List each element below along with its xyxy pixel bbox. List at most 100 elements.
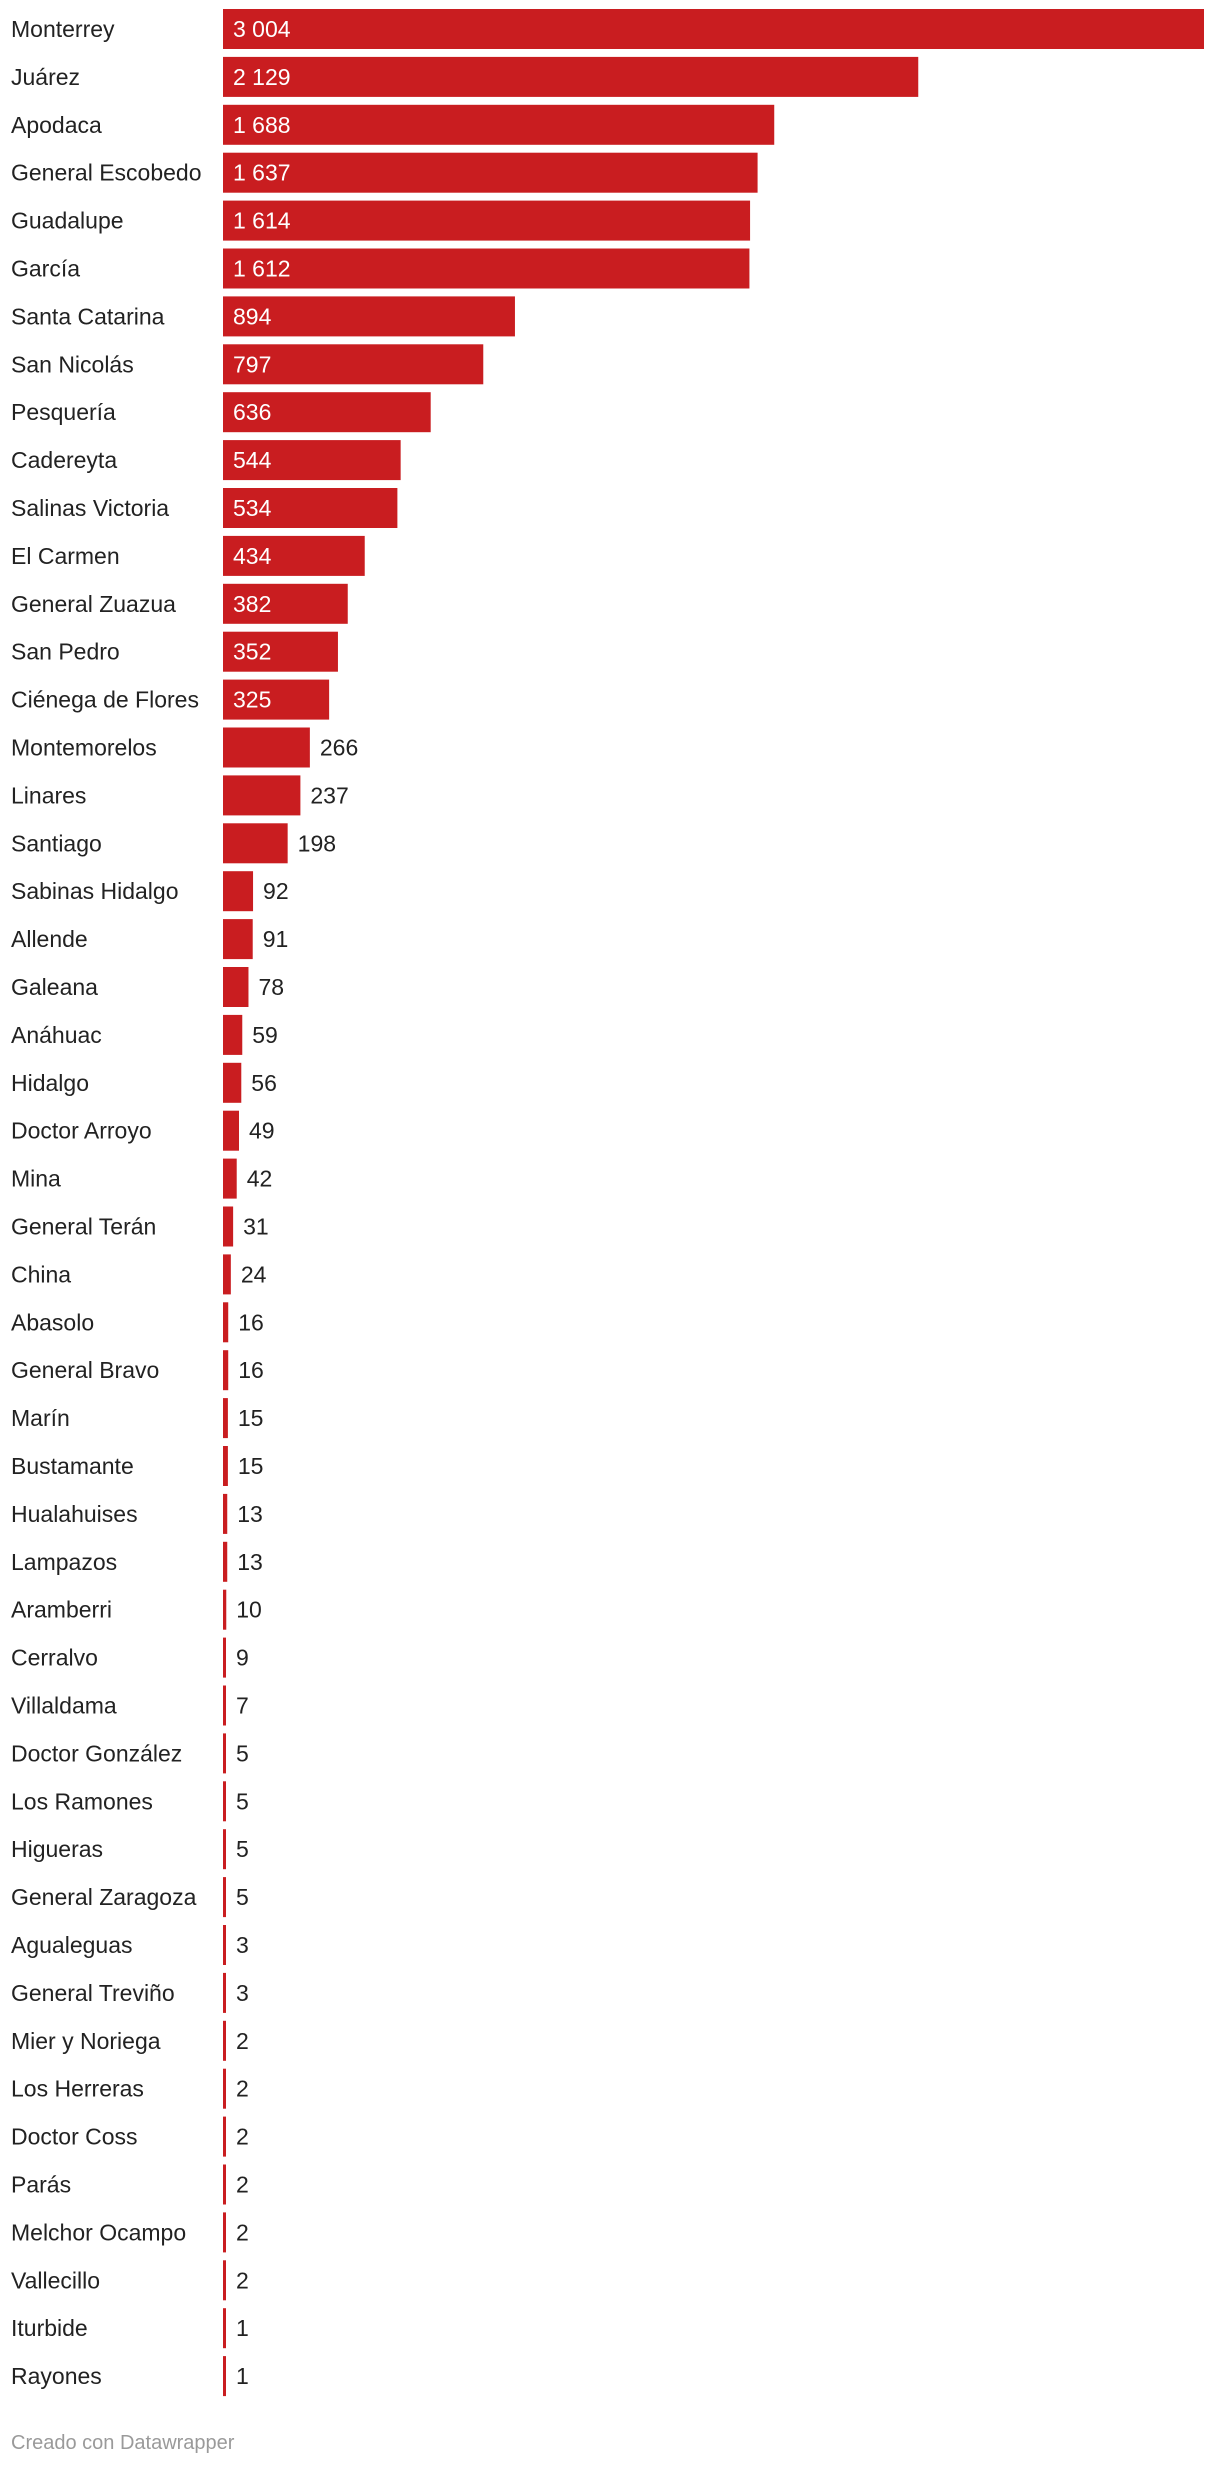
category-label-cerralvo: Cerralvo	[11, 1645, 98, 1671]
value-label-doctor-arroyo: 49	[249, 1118, 275, 1144]
category-label-santa-catarina: Santa Catarina	[11, 303, 165, 329]
bar-abasolo	[223, 1302, 229, 1343]
bar-cadereyta	[223, 440, 401, 481]
value-label-marin: 15	[238, 1405, 264, 1431]
category-label-vallecillo: Vallecillo	[11, 2267, 100, 2293]
bar-paras	[223, 2164, 226, 2205]
category-label-cadereyta: Cadereyta	[11, 447, 117, 473]
bar-general-zuazua	[223, 583, 348, 624]
category-label-el-carmen: El Carmen	[11, 543, 120, 569]
category-label-bustamante: Bustamante	[11, 1453, 134, 1479]
value-label-guadalupe: 1 614	[233, 208, 291, 234]
value-label-general-trevino: 3	[236, 1980, 249, 2006]
value-label-monterrey: 3 004	[233, 16, 291, 42]
bar-general-trevino	[223, 1972, 226, 2013]
category-label-marin: Marín	[11, 1405, 70, 1431]
bar-allende	[223, 919, 253, 960]
value-label-montemorelos: 266	[320, 735, 358, 761]
value-label-lampazos: 13	[237, 1549, 263, 1575]
value-label-hidalgo: 56	[251, 1070, 277, 1096]
category-label-general-zuazua: General Zuazua	[11, 591, 176, 617]
category-label-garcia: García	[11, 256, 80, 282]
bar-villaldama	[223, 1685, 226, 1726]
bar-doctor-coss	[223, 2116, 226, 2157]
footer-credit: Creado con Datawrapper	[11, 2432, 235, 2454]
bar-pesqueria	[223, 392, 431, 433]
category-label-melchor-ocampo: Melchor Ocampo	[11, 2219, 186, 2245]
bar-doctor-gonzalez	[223, 1733, 226, 1774]
value-label-hualahuises: 13	[237, 1501, 263, 1527]
bar-anahuac	[223, 1014, 243, 1055]
value-label-sabinas-hidalgo: 92	[263, 878, 289, 904]
bar-iturbide	[223, 2308, 226, 2349]
category-label-pesqueria: Pesquería	[11, 399, 116, 425]
bar-china	[223, 1254, 231, 1295]
bar-aramberri	[223, 1589, 227, 1630]
bar-cienega-de-flores	[223, 679, 330, 720]
value-label-abasolo: 16	[238, 1309, 264, 1335]
value-label-santiago: 198	[298, 830, 336, 856]
value-label-rayones: 1	[236, 2363, 249, 2389]
bar-agualeguas	[223, 1925, 226, 1965]
value-label-villaldama: 7	[236, 1693, 249, 1719]
category-label-mina: Mina	[11, 1166, 61, 1192]
category-label-santiago: Santiago	[11, 830, 102, 856]
category-label-salinas-victoria: Salinas Victoria	[11, 495, 169, 521]
category-label-los-ramones: Los Ramones	[11, 1788, 153, 1814]
bar-marin	[223, 1398, 228, 1439]
value-label-china: 24	[241, 1261, 267, 1287]
bar-galeana	[223, 967, 249, 1007]
value-label-allende: 91	[263, 926, 289, 952]
category-label-san-nicolas: San Nicolás	[11, 351, 134, 377]
category-label-villaldama: Villaldama	[11, 1693, 117, 1719]
category-label-abasolo: Abasolo	[11, 1309, 94, 1335]
value-label-doctor-coss: 2	[236, 2124, 249, 2150]
value-label-general-zaragoza: 5	[236, 1884, 249, 1910]
bar-los-ramones	[223, 1781, 226, 1822]
bar-general-bravo	[223, 1350, 229, 1391]
bar-salinas-victoria	[223, 488, 398, 528]
bar-santa-catarina	[223, 296, 515, 337]
category-label-iturbide: Iturbide	[11, 2315, 88, 2341]
category-label-aramberri: Aramberri	[11, 1597, 112, 1623]
value-label-cadereyta: 544	[233, 447, 272, 473]
bar-doctor-arroyo	[223, 1110, 240, 1151]
value-label-bustamante: 15	[238, 1453, 264, 1479]
bar-bustamante	[223, 1446, 228, 1486]
bar-mier-y-noriega	[223, 2020, 226, 2061]
bar-mina	[223, 1158, 237, 1199]
bar-higueras	[223, 1829, 226, 1870]
value-label-doctor-gonzalez: 5	[236, 1740, 249, 1766]
category-label-lampazos: Lampazos	[11, 1549, 117, 1575]
category-label-los-herreras: Los Herreras	[11, 2076, 144, 2102]
value-label-los-herreras: 2	[236, 2076, 249, 2102]
bar-general-zaragoza	[223, 1877, 226, 1918]
value-label-general-bravo: 16	[238, 1357, 264, 1383]
category-label-galeana: Galeana	[11, 974, 98, 1000]
bar-el-carmen	[223, 535, 365, 576]
category-label-cienega-de-flores: Ciénega de Flores	[11, 687, 199, 713]
category-label-higueras: Higueras	[11, 1836, 103, 1862]
value-label-juarez: 2 129	[233, 64, 291, 90]
category-label-doctor-coss: Doctor Coss	[11, 2124, 138, 2150]
category-label-juarez: Juárez	[11, 64, 80, 90]
category-label-apodaca: Apodaca	[11, 112, 102, 138]
category-label-general-bravo: General Bravo	[11, 1357, 159, 1383]
value-label-san-nicolas: 797	[233, 351, 271, 377]
value-label-melchor-ocampo: 2	[236, 2219, 249, 2245]
value-label-garcia: 1 612	[233, 256, 291, 282]
bar-general-teran	[223, 1206, 234, 1247]
value-label-galeana: 78	[258, 974, 284, 1000]
category-label-general-zaragoza: General Zaragoza	[11, 1884, 197, 1910]
category-label-doctor-arroyo: Doctor Arroyo	[11, 1118, 152, 1144]
bar-juarez	[223, 56, 919, 97]
bar-santiago	[223, 823, 288, 864]
bar-hualahuises	[223, 1493, 228, 1534]
bar-rayones	[223, 2356, 226, 2397]
value-label-cerralvo: 9	[236, 1645, 249, 1671]
value-label-aramberri: 10	[236, 1597, 262, 1623]
value-label-general-zuazua: 382	[233, 591, 271, 617]
bar-general-escobedo	[223, 152, 758, 193]
value-label-iturbide: 1	[236, 2315, 249, 2341]
